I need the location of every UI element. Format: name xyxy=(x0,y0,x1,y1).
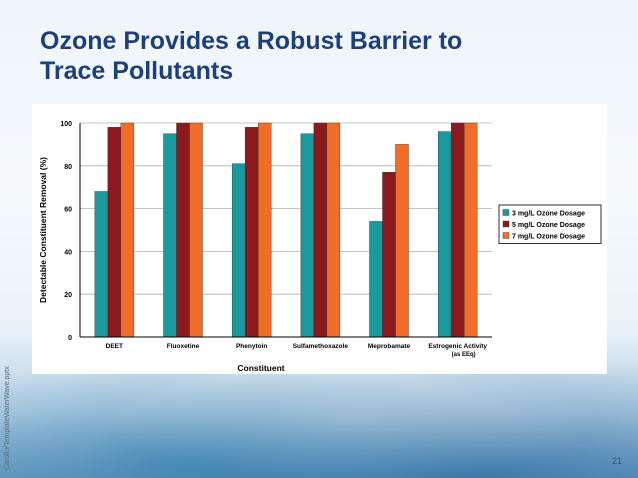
bar xyxy=(300,133,315,338)
bar xyxy=(107,127,122,338)
x-tick-label: Fluoxetine xyxy=(167,343,200,350)
y-tick-label: 40 xyxy=(64,249,72,256)
chart-panel: 0 20 40 60 80 100 DEET Fluoxetine Phenytoin Sulf… xyxy=(32,104,607,374)
x-tick-label-line2: (as EEq) xyxy=(452,352,476,358)
x-tick-label: Sulfamethoxazole xyxy=(293,343,349,350)
bar-chart: 0 20 40 60 80 100 DEET Fluoxetine Phenytoin Sulf… xyxy=(38,121,602,373)
page-number: 21 xyxy=(611,456,622,466)
bar xyxy=(369,221,383,338)
slide-title: Ozone Provides a Robust Barrier to Trace… xyxy=(40,26,600,86)
legend-label: 3 mg/L Ozone Dosage xyxy=(512,211,585,218)
x-tick-label: Meprobamate xyxy=(368,343,411,350)
bars xyxy=(94,122,478,338)
side-credit-text: Carollo/TemplateWaterWave.pptx xyxy=(4,366,11,470)
x-tick-label: Estrogenic Activity xyxy=(428,343,487,350)
bar xyxy=(244,127,259,338)
title-line-2: Trace Pollutants xyxy=(40,57,234,85)
legend-swatch xyxy=(502,220,510,228)
y-tick-label: 60 xyxy=(64,207,72,214)
legend-swatch xyxy=(502,209,510,216)
legend-label: 5 mg/L Ozone Dosage xyxy=(512,222,585,229)
x-tick-labels: DEET Fluoxetine Phenytoin Sulfamethoxazole M… xyxy=(106,343,488,358)
x-axis-label: Constituent xyxy=(237,363,284,373)
title-line-1: Ozone Provides a Robust Barrier to xyxy=(40,27,463,55)
y-tick-labels: 0 20 40 60 80 100 xyxy=(60,121,72,342)
legend-box xyxy=(498,204,602,244)
bar xyxy=(326,122,341,338)
x-tick-label: Phenytoin xyxy=(236,343,267,350)
y-tick-label: 100 xyxy=(60,121,72,128)
gridlines xyxy=(80,122,492,338)
bar xyxy=(437,131,452,338)
legend-swatch xyxy=(502,232,510,239)
bar xyxy=(313,122,328,338)
y-tick-label: 0 xyxy=(68,335,72,342)
y-tick-label: 80 xyxy=(64,164,72,171)
bar xyxy=(382,172,396,338)
bar xyxy=(189,122,203,338)
bar xyxy=(463,122,478,338)
bar xyxy=(94,191,109,338)
bar xyxy=(163,133,177,338)
bar xyxy=(450,122,465,338)
bar xyxy=(176,122,190,338)
y-axis-label: Detectable Constituent Removal (%) xyxy=(38,157,48,303)
y-tick-label: 20 xyxy=(64,292,72,299)
bar xyxy=(231,163,246,338)
bar xyxy=(395,144,409,338)
legend-label: 7 mg/L Ozone Dosage xyxy=(512,234,585,241)
x-tick-label: DEET xyxy=(106,343,123,350)
legend: 3 mg/L Ozone Dosage 5 mg/L Ozone Dosage 7 … xyxy=(498,204,602,244)
bar xyxy=(257,122,272,338)
bar xyxy=(120,122,135,338)
